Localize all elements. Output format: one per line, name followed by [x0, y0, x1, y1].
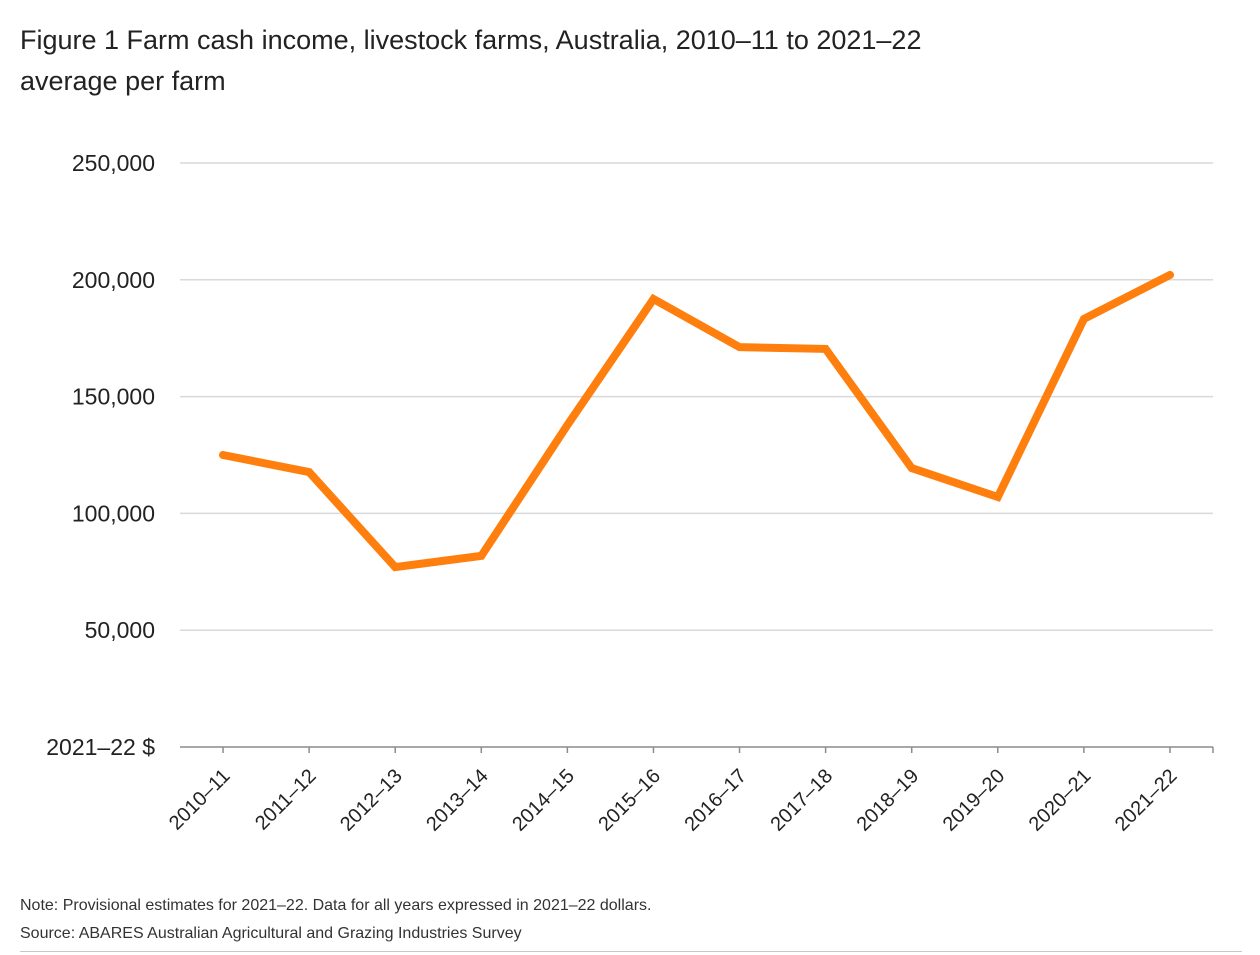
chart-title-line1: Figure 1 Farm cash income, livestock far… [20, 25, 922, 55]
x-tick-label: 2011–12 [251, 765, 321, 835]
chart-title: Figure 1 Farm cash income, livestock far… [20, 20, 1020, 102]
x-tick-label: 2017–18 [767, 765, 838, 836]
x-tick-label: 2018–19 [853, 765, 924, 836]
series-line-farm-cash-income [219, 270, 1174, 572]
x-tick-label: 2014–15 [508, 765, 579, 836]
y-axis-unit-label: 2021–22 $ [46, 734, 155, 760]
y-tick-label: 100,000 [72, 500, 155, 526]
x-tick-label: 2012–13 [336, 765, 407, 836]
x-tick-label: 2013–14 [422, 765, 493, 836]
gridlines [180, 162, 1213, 631]
y-tick-label: 200,000 [72, 267, 155, 293]
x-tick-label: 2021–22 [1111, 765, 1182, 836]
x-axis [180, 746, 1214, 753]
y-tick-label: 50,000 [85, 617, 155, 643]
x-tick-label: 2015–16 [594, 765, 665, 836]
chart-note: Note: Provisional estimates for 2021–22.… [20, 897, 652, 914]
chart-title-line2: average per farm [20, 66, 226, 96]
line-chart: 250,000 200,000 150,000 100,000 50,000 2021–2… [46, 150, 1214, 836]
footer-divider [20, 951, 1242, 952]
x-tick-label: 2016–17 [680, 765, 751, 836]
x-axis-tick-labels: 2010–11 2011–12 2012–13 2013–14 2014–15 2015–… [165, 765, 1181, 836]
chart-source: Source: ABARES Australian Agricultural a… [20, 925, 522, 942]
x-tick-label: 2010–11 [165, 765, 235, 835]
y-tick-label: 150,000 [72, 384, 155, 410]
x-tick-label: 2019–20 [939, 765, 1010, 836]
x-tick-label: 2020–21 [1025, 765, 1096, 836]
y-tick-label: 250,000 [72, 150, 155, 176]
y-axis-tick-labels: 250,000 200,000 150,000 100,000 50,000 2021–2… [46, 150, 155, 760]
